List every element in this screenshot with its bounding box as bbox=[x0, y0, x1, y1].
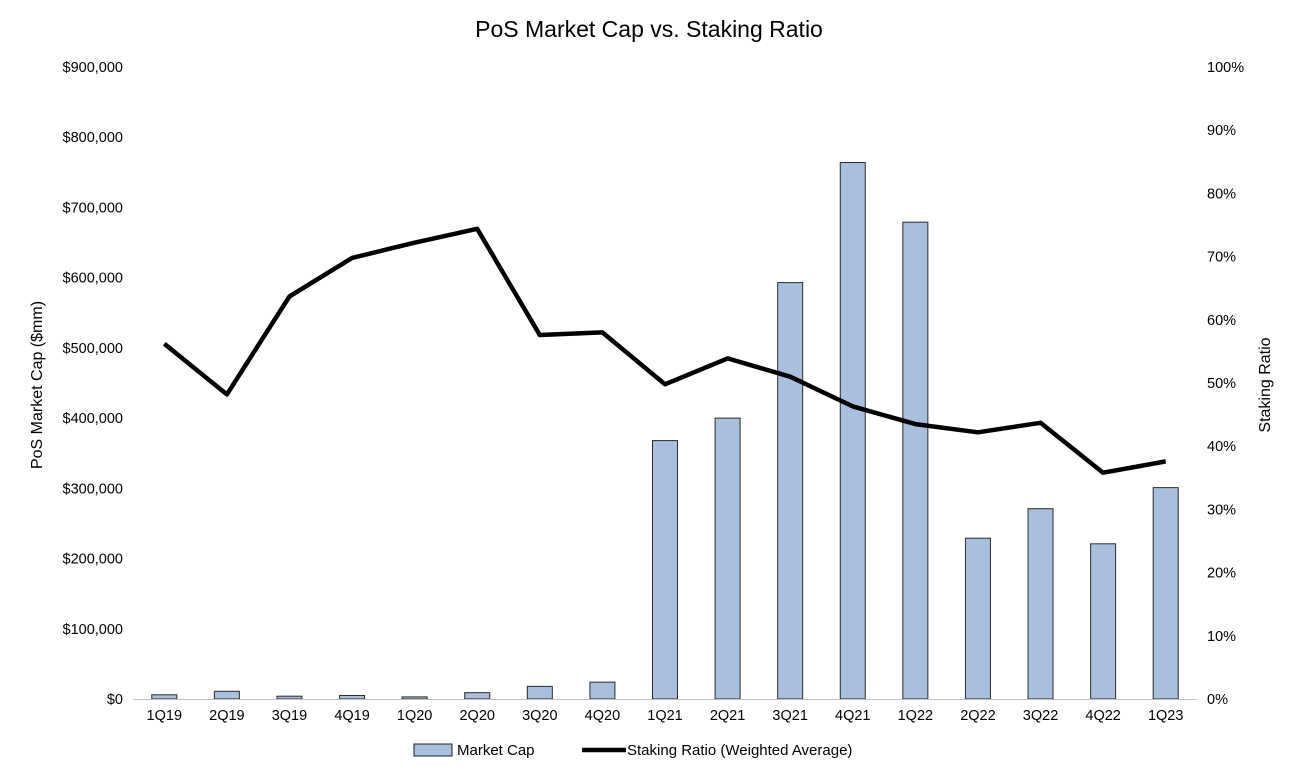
right-axis-ticks: 0% 10% 20% 30% 40% 50% 60% 70% 80% 90% 100% bbox=[1207, 60, 1244, 708]
bar-market-cap-4q19 bbox=[339, 694, 366, 700]
x-tick-label: 1Q19 bbox=[147, 708, 182, 724]
left-tick-label: $200,000 bbox=[63, 552, 123, 568]
bar-market-cap-3q22 bbox=[1027, 508, 1054, 700]
x-tick-label: 1Q22 bbox=[898, 708, 933, 724]
left-tick-label: $900,000 bbox=[63, 60, 123, 76]
legend-label-market-cap: Market Cap bbox=[457, 742, 535, 759]
right-tick-label: 40% bbox=[1207, 439, 1236, 455]
right-axis-label: Staking Ratio bbox=[1257, 337, 1274, 432]
staking-ratio-line bbox=[162, 226, 1167, 475]
left-tick-label: $300,000 bbox=[63, 481, 123, 497]
bar-market-cap-1q21 bbox=[652, 440, 678, 700]
left-axis-ticks: $0 $100,000 $200,000 $300,000 $400,000 $500,0… bbox=[63, 60, 123, 708]
bar-market-cap-2q22 bbox=[964, 537, 991, 700]
left-tick-label: $800,000 bbox=[63, 130, 123, 146]
x-tick-label: 4Q20 bbox=[585, 708, 620, 724]
x-tick-label: 1Q21 bbox=[647, 708, 682, 724]
right-tick-label: 60% bbox=[1207, 313, 1236, 329]
bar-market-cap-4q20 bbox=[589, 681, 616, 700]
bar-market-cap-2q19 bbox=[213, 690, 240, 700]
x-tick-label: 3Q22 bbox=[1023, 708, 1058, 724]
x-tick-label: 2Q19 bbox=[209, 708, 244, 724]
x-tick-label: 3Q19 bbox=[272, 708, 307, 724]
left-tick-label: $100,000 bbox=[63, 622, 123, 638]
bar-market-cap-1q20 bbox=[401, 696, 428, 700]
right-tick-label: 30% bbox=[1207, 502, 1236, 518]
bar-market-cap-4q22 bbox=[1090, 543, 1117, 700]
bar-market-cap-2q21 bbox=[714, 417, 741, 700]
x-tick-label: 2Q22 bbox=[960, 708, 995, 724]
left-tick-label: $600,000 bbox=[63, 271, 123, 287]
legend-swatch-market-cap bbox=[413, 743, 453, 757]
bar-market-cap-2q20 bbox=[464, 692, 491, 700]
x-tick-label: 2Q21 bbox=[710, 708, 745, 724]
bar-market-cap-3q21 bbox=[777, 282, 804, 700]
left-axis-label: PoS Market Cap ($mm) bbox=[29, 301, 46, 469]
right-tick-label: 0% bbox=[1207, 692, 1228, 708]
x-tick-label: 3Q21 bbox=[772, 708, 807, 724]
x-tick-label: 4Q22 bbox=[1085, 708, 1120, 724]
bar-market-cap-1q23 bbox=[1152, 487, 1179, 700]
left-tick-label: $400,000 bbox=[63, 411, 123, 427]
x-tick-label: 1Q20 bbox=[397, 708, 432, 724]
bar-market-cap-3q19 bbox=[276, 695, 303, 700]
right-tick-label: 50% bbox=[1207, 376, 1236, 392]
right-tick-label: 100% bbox=[1207, 60, 1244, 76]
bar-series bbox=[151, 162, 1179, 700]
legend: Market Cap Staking Ratio (Weighted Avera… bbox=[413, 742, 852, 759]
x-tick-label: 3Q20 bbox=[522, 708, 557, 724]
x-tick-label: 2Q20 bbox=[459, 708, 494, 724]
left-tick-label: $0 bbox=[107, 692, 123, 708]
line-series bbox=[162, 226, 1167, 475]
right-tick-label: 90% bbox=[1207, 123, 1236, 139]
right-tick-label: 20% bbox=[1207, 566, 1236, 582]
x-axis-ticks: 1Q19 2Q19 3Q19 4Q19 1Q20 2Q20 3Q20 4Q20 1Q21 2Q21… bbox=[147, 708, 1184, 724]
left-tick-label: $700,000 bbox=[63, 200, 123, 216]
left-tick-label: $500,000 bbox=[63, 341, 123, 357]
bar-market-cap-4q21 bbox=[839, 162, 866, 700]
bar-market-cap-3q20 bbox=[526, 685, 553, 700]
right-tick-label: 10% bbox=[1207, 629, 1236, 645]
x-tick-label: 4Q21 bbox=[835, 708, 870, 724]
legend-label-staking-ratio: Staking Ratio (Weighted Average) bbox=[627, 742, 852, 759]
bar-market-cap-1q19 bbox=[151, 694, 178, 700]
bar-market-cap-1q22 bbox=[902, 221, 929, 700]
right-tick-label: 70% bbox=[1207, 250, 1236, 266]
x-tick-label: 4Q19 bbox=[334, 708, 369, 724]
x-tick-label: 1Q23 bbox=[1148, 708, 1183, 724]
right-tick-label: 80% bbox=[1207, 186, 1236, 202]
chart-title: PoS Market Cap vs. Staking Ratio bbox=[475, 16, 823, 42]
